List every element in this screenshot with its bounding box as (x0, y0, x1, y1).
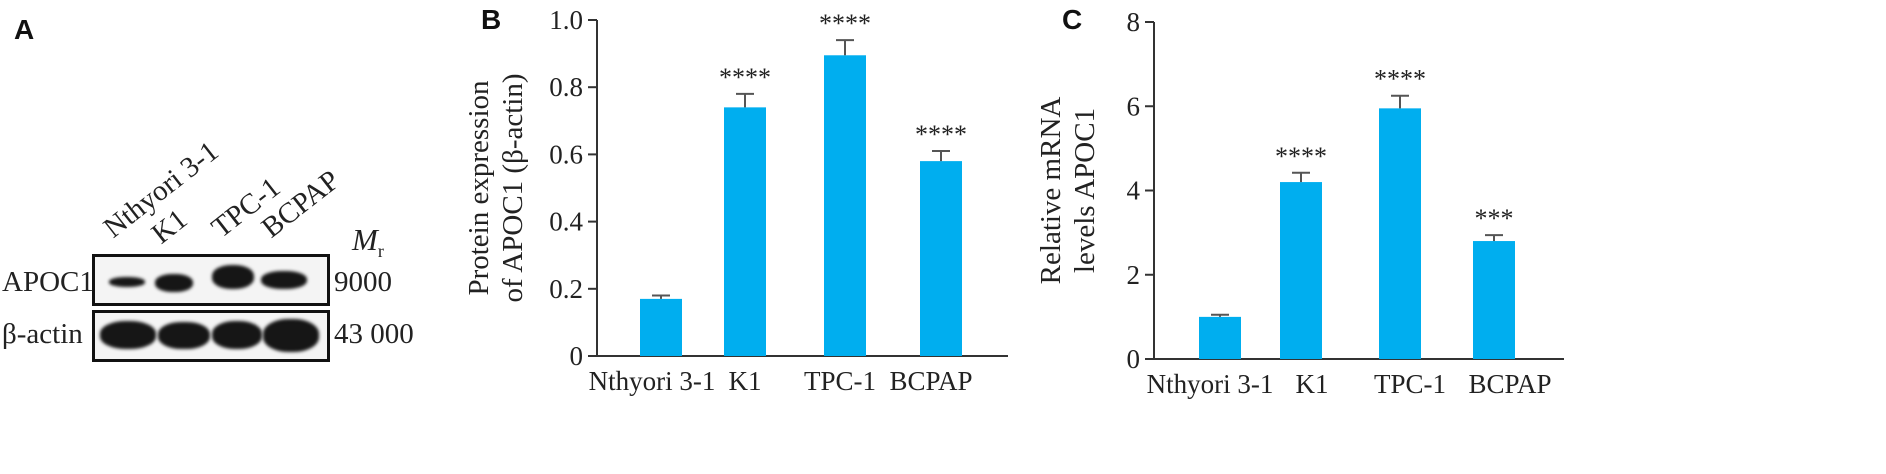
bar (824, 55, 866, 356)
bar (1199, 316, 1241, 359)
y-axis-label: of APOC1 (β-actin) (497, 74, 529, 303)
band-apoc1-lane4 (261, 271, 307, 289)
category-label: Nthyori 3-1 (1147, 369, 1274, 399)
significance-label: **** (819, 9, 871, 38)
category-label: TPC-1 (804, 366, 876, 396)
band-actin-lane4 (263, 319, 319, 352)
bar (1280, 182, 1322, 359)
band-apoc1-lane3 (212, 265, 254, 289)
row-label-beta-actin: β-actin (2, 318, 83, 350)
category-label: BCPAP (1468, 369, 1551, 399)
y-tick-label: 4 (1127, 176, 1141, 206)
y-tick-label: 0.2 (549, 274, 583, 304)
panel-letter-c: C (1062, 4, 1083, 35)
chart-mrna-levels: 0 2 4 6 8 Relative mRNA levels APOC1 Nthyori 3-… (1035, 7, 1564, 399)
significance-label: **** (719, 63, 771, 92)
western-blot-panel: Nthyori 3-1 K1 TPC-1 BCPAP Mr APOC1 β-ac… (0, 0, 500, 474)
band-actin-lane1 (100, 321, 156, 349)
band-apoc1-lane2 (155, 274, 193, 292)
band-actin-lane2 (158, 322, 210, 349)
y-axis-label: Protein expression (463, 80, 495, 296)
mr-label-apoc1: 9000 (334, 266, 392, 298)
category-label: K1 (1296, 369, 1329, 399)
blot-strip-beta-actin (92, 310, 330, 362)
category-label: BCPAP (889, 366, 972, 396)
row-label-apoc1: APOC1 (2, 266, 94, 298)
y-tick-label: 8 (1127, 7, 1141, 37)
bar (1379, 108, 1421, 359)
significance-label: **** (1275, 142, 1327, 171)
bar (724, 107, 766, 356)
y-tick-label: 0.8 (549, 72, 583, 102)
y-tick-label: 1.0 (549, 5, 583, 35)
blot-strip-apoc1 (92, 254, 330, 306)
category-label: TPC-1 (1374, 369, 1446, 399)
bar (1473, 241, 1515, 359)
category-label: K1 (729, 366, 762, 396)
panel-letter-b: B (481, 4, 502, 35)
chart-protein-expression: 0 0.2 0.4 0.6 0.8 1.0 Protein expression of APO… (463, 5, 1008, 396)
significance-label: **** (915, 120, 967, 149)
y-tick-label: 0.6 (549, 139, 583, 169)
band-apoc1-lane1 (109, 277, 145, 287)
y-tick-label: 0.4 (549, 207, 583, 237)
bar (920, 161, 962, 356)
panel-letter-a: A (14, 14, 35, 45)
significance-label: *** (1475, 204, 1514, 233)
bar (640, 298, 682, 356)
y-tick-label: 0 (570, 341, 584, 371)
y-tick-label: 0 (1127, 344, 1141, 374)
y-tick-label: 6 (1127, 91, 1141, 121)
band-actin-lane3 (212, 321, 262, 349)
y-tick-label: 2 (1127, 260, 1141, 290)
y-axis-label: Relative mRNA (1035, 97, 1067, 285)
y-axis-label: levels APOC1 (1069, 108, 1101, 273)
molecular-mass-header: Mr (352, 222, 384, 262)
mr-label-beta-actin: 43 000 (334, 318, 414, 350)
significance-label: **** (1374, 65, 1426, 94)
category-label: Nthyori 3-1 (589, 366, 716, 396)
